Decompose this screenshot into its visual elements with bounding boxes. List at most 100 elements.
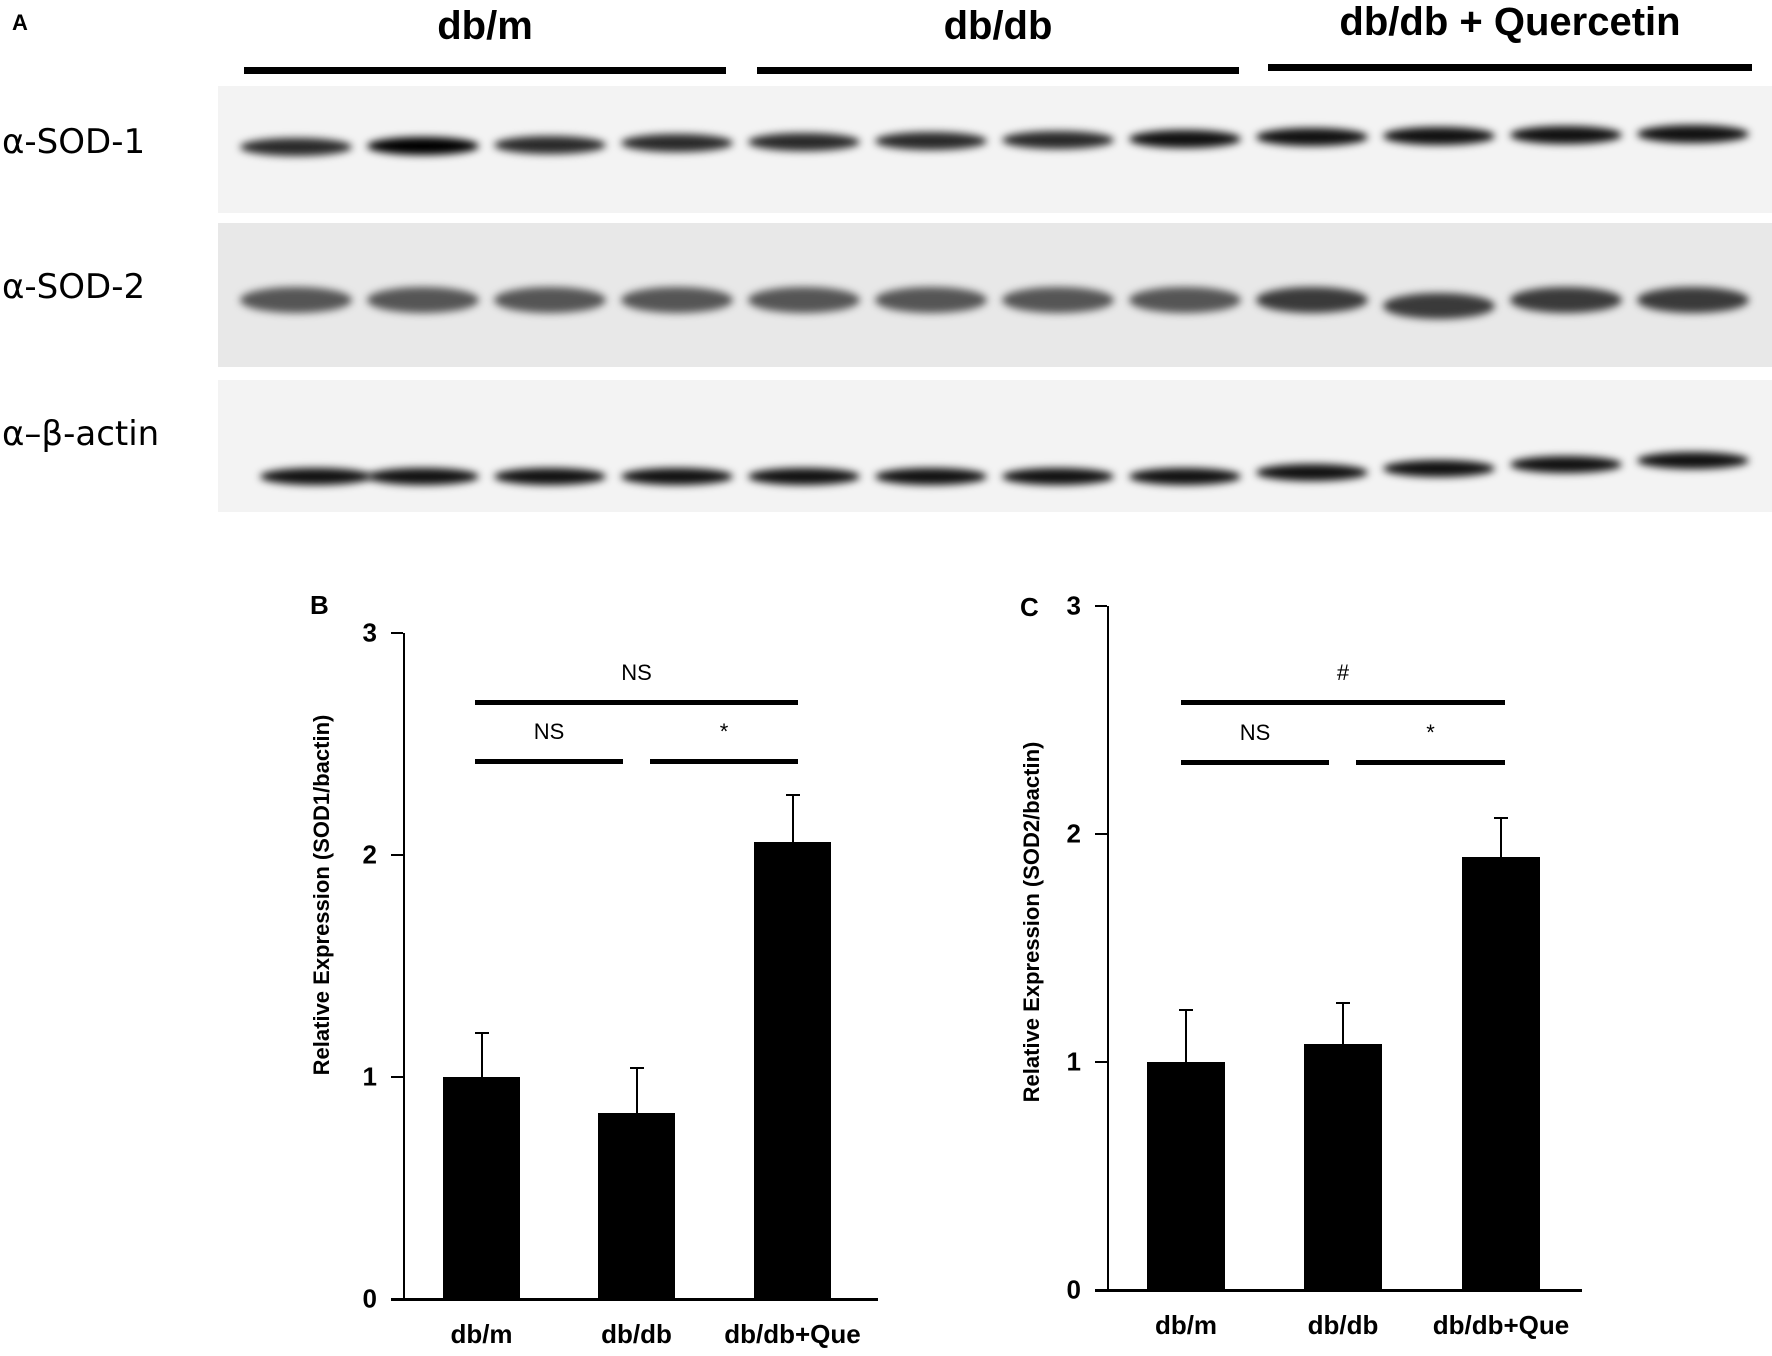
protein-band <box>1637 452 1749 469</box>
protein-band <box>748 468 860 485</box>
x-tick-label: db/db <box>601 1319 672 1349</box>
error-bar-cap <box>474 1031 489 1034</box>
protein-band <box>1002 287 1114 313</box>
significance-bracket <box>1356 760 1505 765</box>
y-tick <box>391 1076 403 1078</box>
protein-band <box>1129 468 1241 485</box>
y-tick-label: 0 <box>1066 1274 1081 1305</box>
protein-band <box>260 468 372 485</box>
protein-band <box>1510 287 1622 313</box>
protein-band <box>367 136 479 155</box>
y-tick-label: 3 <box>1066 590 1081 621</box>
protein-band <box>1129 287 1241 313</box>
y-tick <box>1095 1061 1107 1063</box>
error-bar <box>1500 818 1502 857</box>
protein-band <box>1002 130 1114 149</box>
protein-band <box>1637 124 1749 143</box>
error-bar-cap <box>629 1067 644 1070</box>
protein-band <box>494 468 606 485</box>
y-tick <box>1095 605 1107 607</box>
protein-band <box>494 135 606 154</box>
y-tick-label: 1 <box>362 1061 377 1092</box>
blot-strip <box>218 223 1772 367</box>
protein-band <box>367 287 479 313</box>
protein-band <box>621 468 733 485</box>
x-tick-label: db/m <box>1154 1310 1218 1340</box>
significance-bracket <box>650 759 798 764</box>
protein-band <box>1383 293 1495 319</box>
protein-band <box>621 287 733 313</box>
y-tick-label: 3 <box>362 617 377 648</box>
protein-band <box>367 468 479 485</box>
error-bar <box>1185 1009 1187 1062</box>
bar-db-m <box>443 1077 520 1299</box>
x-axis-line <box>391 1298 878 1301</box>
protein-band <box>240 287 352 313</box>
y-tick <box>391 854 403 856</box>
protein-band <box>1256 128 1368 147</box>
y-tick <box>391 632 403 634</box>
protein-band <box>621 134 733 153</box>
significance-bracket <box>1181 700 1505 705</box>
y-axis-line <box>1107 606 1109 1290</box>
x-tick-label: db/db+Que <box>1432 1310 1570 1340</box>
x-tick-label: db/db+Que <box>724 1319 861 1349</box>
blot-label: α–β-actin <box>2 414 160 454</box>
panel-b-letter: B <box>310 590 329 620</box>
y-tick-label: 2 <box>1066 818 1081 849</box>
y-axis-line <box>403 633 405 1299</box>
protein-band <box>875 287 987 313</box>
protein-band <box>1510 456 1622 473</box>
significance-bracket <box>475 700 798 705</box>
protein-band <box>494 287 606 313</box>
bar-db-m <box>1147 1062 1225 1290</box>
error-bar <box>791 795 794 842</box>
blot-strip <box>218 86 1772 213</box>
significance-label: NS <box>1239 720 1271 745</box>
y-axis-label: Relative Expression (SOD1/bactin) <box>309 714 334 1076</box>
bar-db-db <box>1304 1043 1382 1290</box>
error-bar-cap <box>1494 817 1508 820</box>
group-underline <box>244 67 726 74</box>
error-bar <box>1342 1002 1344 1044</box>
protein-band <box>748 133 860 152</box>
group-underline <box>757 67 1239 74</box>
x-axis-line <box>1095 1289 1582 1292</box>
panel-a-letter: A <box>12 10 28 35</box>
y-tick <box>391 1298 403 1300</box>
blot-strip <box>218 380 1772 512</box>
blot-label: α-SOD-2 <box>2 267 146 307</box>
bar-db-db-que <box>1462 856 1540 1290</box>
protein-band <box>1383 460 1495 477</box>
protein-band <box>1510 126 1622 144</box>
group-label: db/m <box>437 4 533 48</box>
protein-band <box>1002 468 1114 485</box>
significance-bracket <box>475 759 623 764</box>
significance-label: NS <box>533 719 565 744</box>
error-bar-cap <box>785 794 800 797</box>
significance-label: * <box>719 719 729 744</box>
group-underline <box>1268 64 1752 71</box>
protein-band <box>1637 287 1749 313</box>
protein-band <box>1129 129 1241 148</box>
error-bar <box>480 1032 483 1077</box>
blot-label: α-SOD-1 <box>2 121 146 162</box>
protein-band <box>1383 127 1495 146</box>
y-tick-label: 1 <box>1066 1046 1081 1077</box>
y-tick <box>1095 833 1107 835</box>
significance-label: # <box>1336 660 1350 685</box>
error-bar-cap <box>1336 1001 1350 1004</box>
significance-bracket <box>1181 760 1329 765</box>
y-tick-label: 0 <box>362 1283 377 1314</box>
protein-band <box>240 138 352 156</box>
protein-band <box>875 468 987 485</box>
error-bar-cap <box>1179 1008 1193 1011</box>
significance-label: NS <box>621 660 652 685</box>
y-tick-label: 2 <box>362 839 377 870</box>
protein-band <box>748 287 860 313</box>
y-axis-label: Relative Expression (SOD2/bactin) <box>1019 741 1044 1103</box>
protein-band <box>875 132 987 150</box>
panel-c-letter: C <box>1020 592 1039 622</box>
group-label: db/db + Quercetin <box>1339 0 1681 44</box>
bar-db-db <box>598 1112 675 1299</box>
